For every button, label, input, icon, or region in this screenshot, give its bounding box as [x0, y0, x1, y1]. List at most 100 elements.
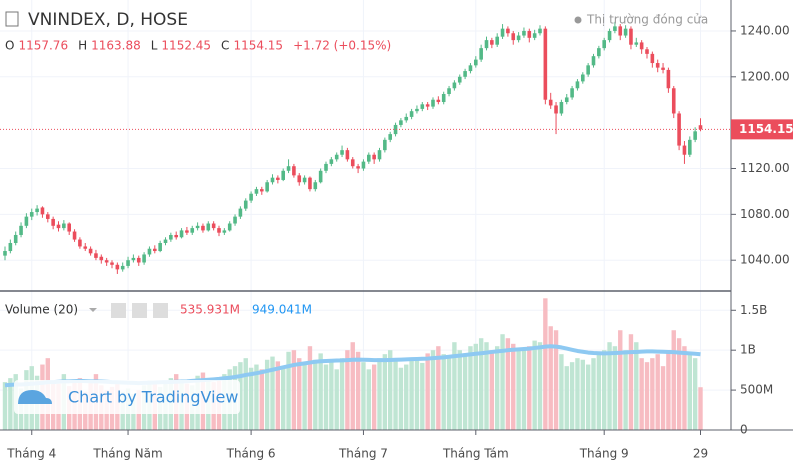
volume-tick-label: 0 [740, 423, 748, 437]
volume-bar [414, 359, 420, 430]
volume-bar [489, 350, 495, 430]
candle-body [115, 264, 120, 270]
candle-body [201, 225, 205, 231]
candle-body [83, 246, 88, 249]
candle-body [24, 216, 29, 226]
volume-title[interactable]: Volume (20) [5, 303, 78, 317]
volume-value: 535.931M [180, 303, 240, 317]
candle-body [13, 234, 18, 244]
watermark[interactable]: Chart by TradingView [68, 388, 238, 407]
x-tick-label: Tháng 6 [226, 447, 276, 461]
volume-bar [468, 346, 473, 430]
candle-body [511, 33, 516, 41]
candle-body [190, 228, 195, 233]
volume-bar [692, 358, 698, 430]
candle-body [399, 120, 403, 125]
candle-body [661, 67, 665, 70]
volume-bar [559, 354, 564, 430]
candle-body [479, 48, 483, 60]
last-price-label: 1154.15 [739, 122, 793, 136]
volume-bar [371, 364, 377, 430]
volume-bar [462, 353, 468, 430]
candle-body [222, 230, 227, 233]
candle-body [698, 125, 703, 130]
candle-body [495, 36, 499, 45]
candle-body [185, 230, 189, 233]
volume-bar [634, 342, 639, 430]
volume-bar [548, 326, 553, 430]
volume-bar [532, 340, 537, 430]
volume-bar [339, 358, 345, 430]
ohlc-key: C [221, 39, 229, 53]
candle-body [51, 218, 55, 226]
candle-body [420, 104, 425, 109]
candle-body [441, 93, 446, 103]
volume-bar [495, 346, 500, 430]
volume-bar [436, 346, 441, 430]
volume-bar [430, 350, 436, 430]
candle-body [581, 74, 585, 82]
candle-body [345, 150, 350, 160]
candle-body [666, 69, 671, 89]
candle-body [623, 28, 628, 36]
candle-body [436, 99, 441, 103]
volume-bar [682, 346, 687, 430]
candle-body [474, 59, 478, 66]
candle-body [554, 105, 558, 114]
volume-bar [361, 362, 366, 430]
candle-body [249, 193, 253, 201]
candle-body [340, 150, 344, 155]
volume-bar [238, 362, 243, 430]
candle-body [559, 102, 564, 114]
volume-bar [393, 361, 398, 430]
candle-body [78, 239, 82, 247]
volume-bar [698, 387, 703, 430]
candle-body [431, 99, 435, 107]
price-pane [0, 21, 731, 274]
candle-body [313, 182, 318, 190]
icon[interactable] [5, 11, 19, 27]
volume-bar [623, 350, 628, 430]
volume-bar [602, 350, 607, 430]
volume-bar [275, 361, 281, 430]
candle-body [281, 170, 285, 180]
ohlc-key: H [78, 39, 87, 53]
candle-body [276, 177, 280, 180]
volume-tick-label: 1.5B [740, 303, 767, 317]
candle-body [570, 88, 574, 98]
candle-body [169, 234, 173, 240]
volume-bar [655, 354, 660, 430]
volume-bar [355, 351, 361, 430]
candle-body [286, 166, 291, 171]
volume-bar [511, 343, 516, 430]
candle-body [104, 260, 109, 263]
volume-bar [585, 364, 591, 430]
candle-body [463, 71, 467, 77]
candle-body [361, 161, 366, 169]
volume-bar [457, 350, 462, 430]
candle-body [645, 49, 649, 54]
candle-body [292, 166, 296, 176]
volume-bar [505, 338, 511, 430]
volume-bar [345, 350, 350, 430]
volume-bar [329, 359, 334, 430]
market-status: Thị trường đóng cửa [586, 13, 708, 27]
volume-bar [8, 378, 13, 430]
volume-bar [543, 298, 548, 430]
volume-bar [500, 334, 505, 430]
volume-bar [297, 358, 302, 430]
icon[interactable] [132, 303, 147, 318]
candle-body [350, 159, 355, 167]
volume-tick-label: 500M [740, 383, 773, 397]
candle-body [367, 154, 371, 162]
volume-bar [687, 354, 692, 430]
candle-body [147, 248, 152, 255]
candle-body [597, 48, 601, 57]
candle-body [356, 166, 360, 169]
dropdown[interactable] [89, 308, 97, 312]
icon[interactable] [111, 303, 126, 318]
candle-body [688, 139, 692, 155]
icon[interactable] [153, 303, 168, 318]
volume-bar [382, 354, 388, 430]
volume-bar [281, 366, 286, 430]
